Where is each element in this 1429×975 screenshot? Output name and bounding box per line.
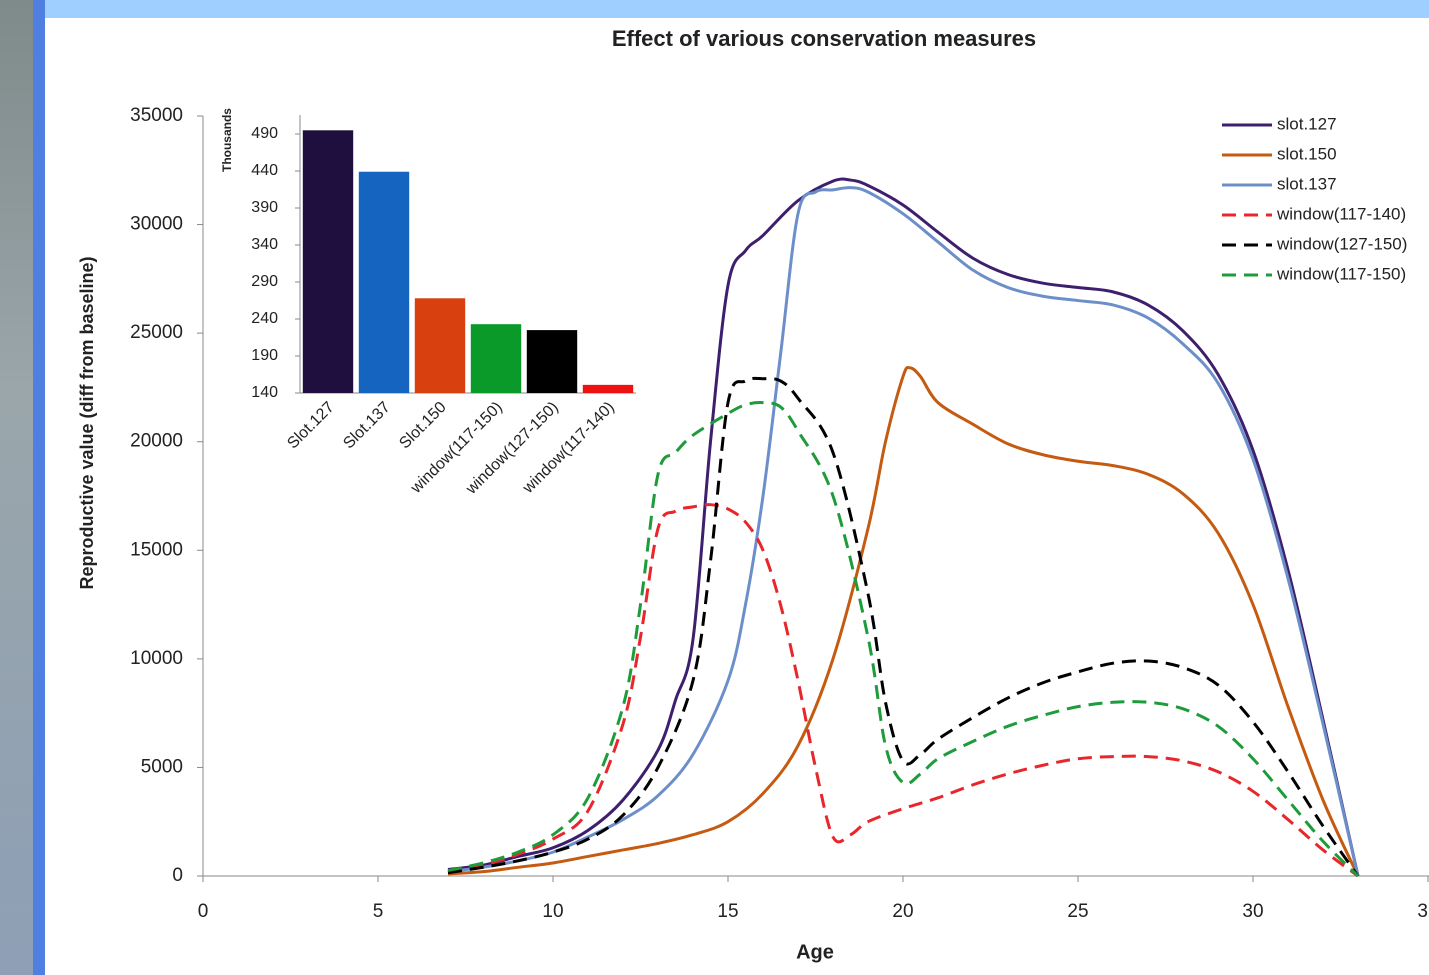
inset-y-tick-label: 390 [251,199,278,216]
x-tick-label: 10 [542,901,563,922]
inset-y-tick-label: 240 [251,310,278,327]
series-line [447,401,1360,878]
legend-label: slot.150 [1277,144,1337,163]
x-tick-label: 0 [198,901,209,922]
title-bar [45,0,1429,18]
series-line [447,503,1359,878]
inset-y-tick-label: 290 [251,273,278,290]
y-tick-label: 25000 [130,322,183,343]
background-photo [0,0,33,975]
y-tick-label: 0 [172,865,183,886]
bar [302,130,354,394]
series-line [447,177,1360,877]
inset-y-tick-label: 440 [251,162,278,179]
x-tick-label: 35 [1417,901,1429,922]
legend-label: window(127-150) [1276,234,1407,253]
x-tick-label: 15 [717,901,738,922]
x-tick-label: 5 [373,901,384,922]
y-axis-title: Reproductive value (diff from baseline) [77,256,97,589]
y-tick-label: 20000 [130,431,183,452]
series-line [447,186,1360,877]
x-tick-label: 30 [1242,901,1263,922]
series-line [447,376,1360,877]
legend-label: window(117-150) [1276,264,1406,283]
legend-label: window(117-140) [1276,204,1406,223]
x-axis-title: Age [796,941,834,963]
inset-y-axis-title: Thousands [220,108,234,172]
slide-border [33,0,45,975]
x-tick-label: 25 [1067,901,1088,922]
y-tick-label: 35000 [130,105,183,126]
inset-y-tick-label: 140 [251,384,278,401]
bar [526,330,578,393]
bar [470,324,522,393]
legend-label: slot.137 [1277,174,1337,193]
legend-label: slot.127 [1277,114,1337,133]
x-tick-label: 20 [892,901,913,922]
bar [358,171,410,393]
inset-y-tick-label: 490 [251,125,278,142]
inset-y-tick-label: 340 [251,236,278,253]
inset-y-tick-label: 190 [251,347,278,364]
y-tick-label: 5000 [141,756,183,777]
chart-title: Effect of various conservation measures [612,26,1036,51]
y-tick-label: 15000 [130,539,183,560]
bar [414,298,466,393]
y-tick-label: 30000 [130,214,183,235]
y-tick-label: 10000 [130,648,183,669]
series-line [447,365,1360,877]
bar [582,384,634,393]
